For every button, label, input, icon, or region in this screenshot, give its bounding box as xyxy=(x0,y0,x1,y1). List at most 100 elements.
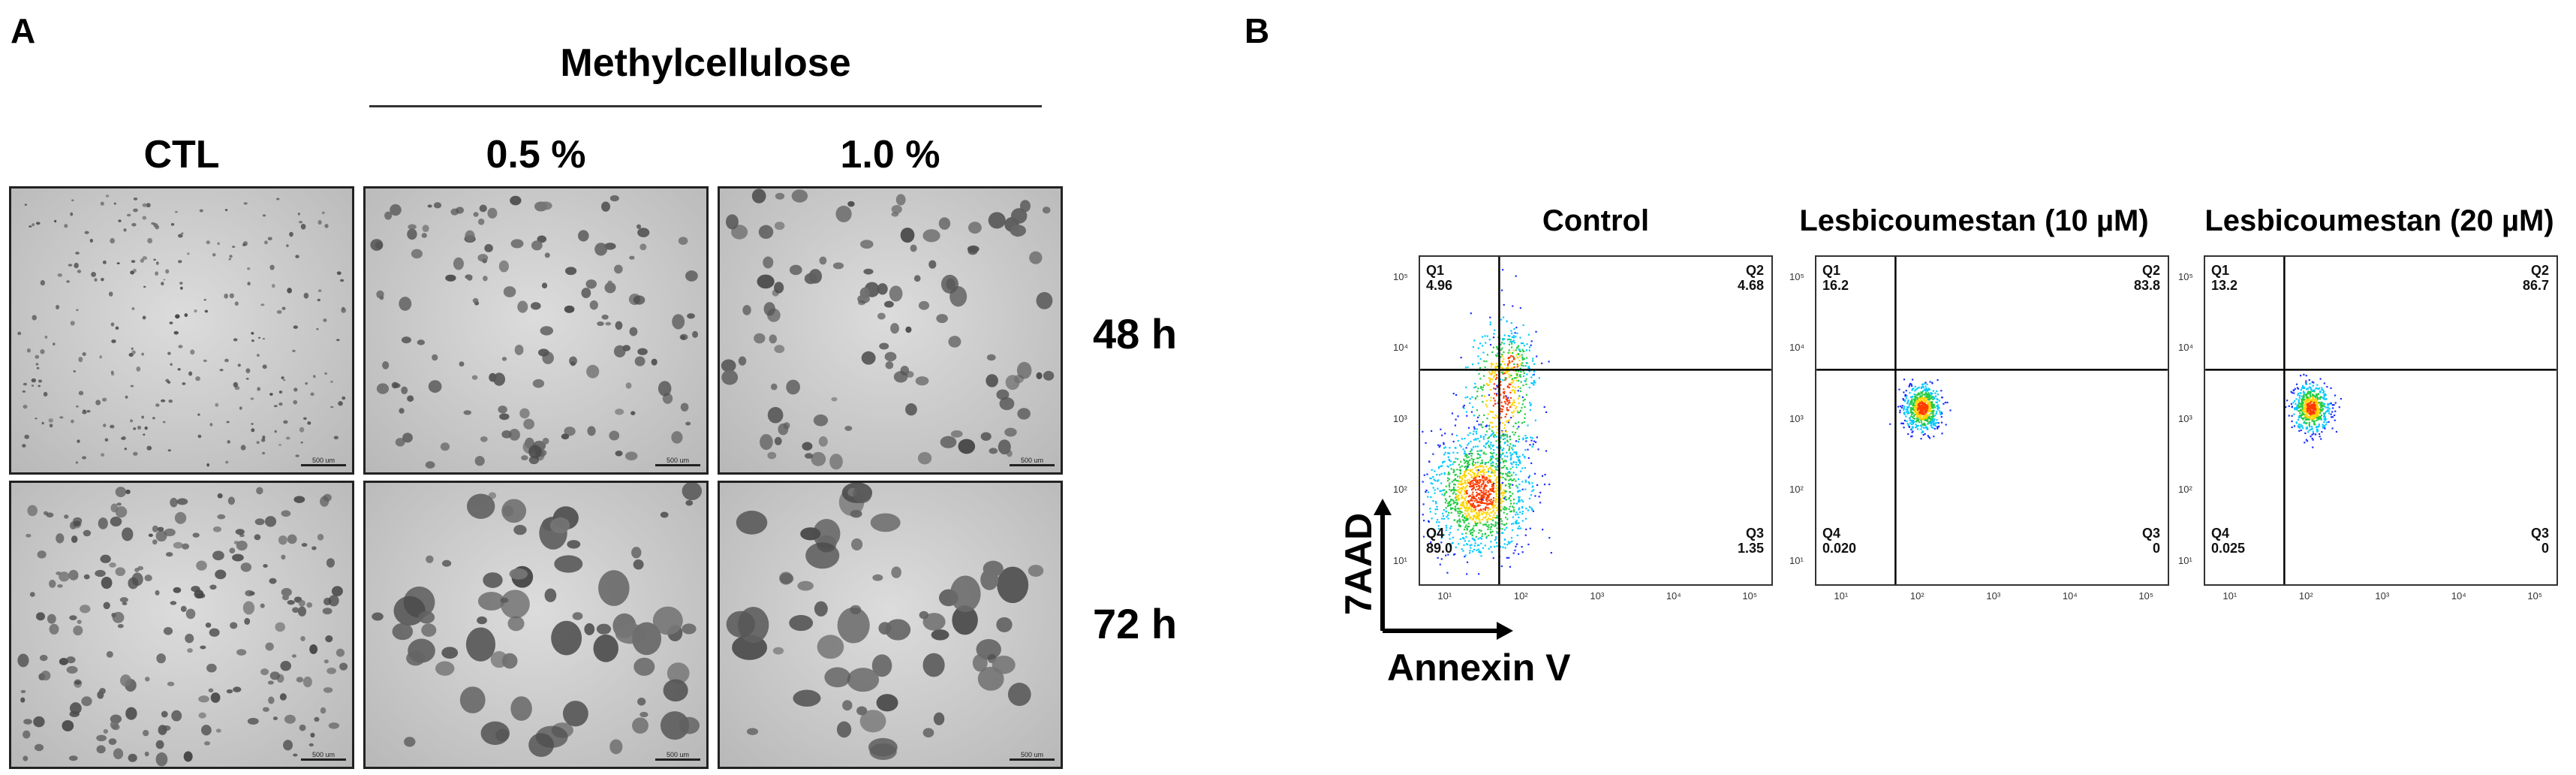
event-dot xyxy=(1450,508,1452,511)
event-dot xyxy=(2299,409,2302,411)
event-dot xyxy=(1467,507,1470,509)
event-dot xyxy=(1473,472,1476,475)
event-dot xyxy=(1492,405,1494,407)
event-dot xyxy=(1506,436,1509,438)
cell-cluster xyxy=(421,623,437,637)
event-dot xyxy=(1465,516,1467,518)
event-dot xyxy=(1490,397,1492,399)
cell-cluster xyxy=(651,358,658,366)
event-dot xyxy=(1490,498,1492,501)
event-dot xyxy=(1513,498,1515,501)
event-dot xyxy=(1482,547,1484,549)
cell-cluster xyxy=(682,483,702,501)
cell-cluster xyxy=(37,550,47,559)
cell-cluster xyxy=(525,437,534,449)
event-dot xyxy=(1491,411,1493,413)
event-dot xyxy=(2301,425,2304,427)
event-dot xyxy=(1509,487,1511,489)
cell-cluster xyxy=(264,240,268,245)
dot-cloud xyxy=(1420,257,1771,584)
cell-cluster xyxy=(128,577,139,590)
event-dot xyxy=(1491,372,1493,375)
event-dot xyxy=(1470,449,1473,451)
event-dot xyxy=(1538,377,1540,379)
event-dot xyxy=(1478,544,1480,547)
cell-cluster xyxy=(634,356,646,366)
cell-cluster xyxy=(517,300,528,313)
event-dot xyxy=(1534,381,1536,384)
event-dot xyxy=(2291,426,2293,429)
cell-cluster xyxy=(49,424,53,428)
event-dot xyxy=(2323,396,2325,398)
event-dot xyxy=(1475,517,1477,520)
event-dot xyxy=(2310,409,2312,412)
event-dot xyxy=(2301,400,2303,402)
event-dot xyxy=(2321,396,2323,398)
event-dot xyxy=(1464,496,1467,498)
event-dot xyxy=(1500,476,1502,478)
cell-cluster xyxy=(607,280,612,285)
event-dot xyxy=(1439,474,1441,476)
cell-cluster xyxy=(152,539,158,545)
event-dot xyxy=(1518,359,1521,362)
cell-cluster xyxy=(122,602,128,605)
cell-cluster xyxy=(146,445,152,451)
event-dot xyxy=(1493,436,1495,439)
event-dot xyxy=(2310,436,2312,438)
event-dot xyxy=(1455,473,1457,476)
event-dot xyxy=(1456,434,1458,437)
event-dot xyxy=(1503,489,1505,491)
cell-cluster xyxy=(738,356,747,366)
event-dot xyxy=(1485,425,1487,428)
event-dot xyxy=(1458,518,1461,520)
event-dot xyxy=(2301,398,2303,400)
event-dot xyxy=(1915,421,1917,423)
cell-cluster xyxy=(510,195,522,206)
event-dot xyxy=(1422,514,1424,516)
event-dot xyxy=(2291,391,2293,394)
cell-cluster xyxy=(106,650,113,658)
x-tick-label: 10⁵ xyxy=(2527,590,2543,602)
cell-cluster xyxy=(91,271,97,277)
event-dot xyxy=(1505,395,1507,397)
event-dot xyxy=(1469,459,1471,462)
event-dot xyxy=(1431,430,1433,433)
cell-cluster xyxy=(262,707,269,712)
event-dot xyxy=(1521,357,1524,359)
cell-cluster xyxy=(230,622,238,629)
event-dot xyxy=(1910,429,1912,431)
event-dot xyxy=(1476,420,1479,422)
event-dot xyxy=(1532,510,1535,512)
event-dot xyxy=(1457,489,1459,491)
event-dot xyxy=(1476,481,1479,483)
event-dot xyxy=(1512,448,1514,451)
event-dot xyxy=(2308,404,2311,406)
event-dot xyxy=(1473,497,1476,499)
event-dot xyxy=(1448,502,1450,505)
event-dot xyxy=(2322,402,2324,404)
cell-clusters xyxy=(370,195,698,469)
event-dot xyxy=(1440,465,1442,467)
event-dot xyxy=(1475,386,1477,388)
event-dot xyxy=(1921,393,1923,395)
event-dot xyxy=(1474,520,1476,523)
event-dot xyxy=(1484,508,1486,510)
cell-cluster xyxy=(685,270,698,282)
event-dot xyxy=(1443,493,1446,495)
cell-cluster xyxy=(29,592,35,597)
event-dot xyxy=(1482,389,1484,391)
event-dot xyxy=(1932,398,1934,400)
event-dot xyxy=(1451,433,1453,436)
event-dot xyxy=(2301,408,2304,410)
event-dot xyxy=(1489,528,1491,530)
event-dot xyxy=(1494,545,1496,548)
cell-cluster xyxy=(842,700,853,711)
event-dot xyxy=(1495,463,1497,465)
event-dot xyxy=(1473,538,1476,541)
event-dot xyxy=(2312,398,2314,400)
event-dot xyxy=(1471,463,1473,465)
cell-cluster xyxy=(225,460,229,464)
event-dot xyxy=(2310,428,2313,430)
event-dot xyxy=(2307,391,2310,393)
event-dot xyxy=(1920,387,1922,390)
